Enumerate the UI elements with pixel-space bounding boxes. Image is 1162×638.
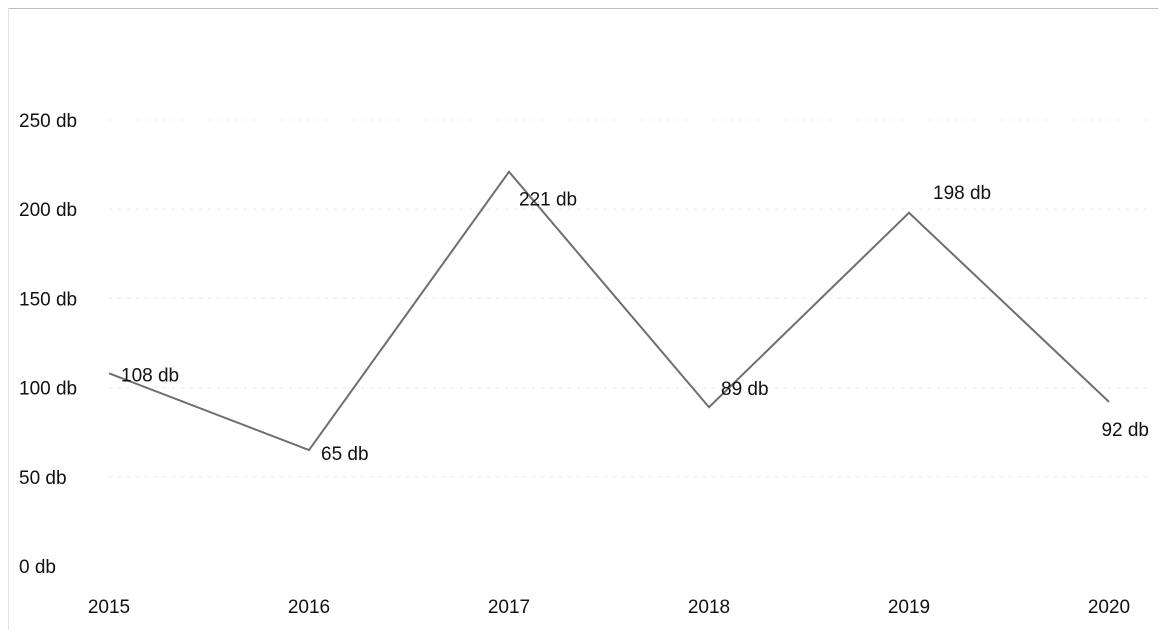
data-label: 221 db: [519, 190, 577, 211]
y-tick-label: 200 db: [19, 200, 77, 221]
series-line: [108, 170, 1110, 452]
x-tick-label: 2015: [88, 597, 130, 618]
x-tick-label: 2018: [688, 597, 730, 618]
series: [108, 170, 1110, 452]
y-tick-label: 100 db: [19, 379, 77, 400]
data-label: 65 db: [321, 444, 369, 465]
x-tick-label: 2016: [288, 597, 330, 618]
x-tick-label: 2017: [488, 597, 530, 618]
y-tick-label: 150 db: [19, 289, 77, 310]
data-labels: 108 db 65 db 221 db 89 db 198 db 92 db: [121, 183, 1149, 465]
data-label: 89 db: [721, 379, 769, 400]
x-axis: 2015 2016 2017 2018 2019 2020: [88, 597, 1130, 618]
y-tick-label: 50 db: [19, 468, 67, 489]
data-label: 198 db: [933, 183, 991, 204]
y-axis: 0 db 50 db 100 db 150 db 200 db 250 db: [19, 111, 77, 578]
y-tick-label: 0 db: [19, 557, 56, 578]
gridlines: [109, 119, 1149, 478]
x-tick-label: 2020: [1088, 597, 1130, 618]
data-label: 92 db: [1101, 420, 1149, 441]
chart-frame: 0 db 50 db 100 db 150 db 200 db 250 db 2015 20…: [8, 8, 1158, 630]
x-tick-label: 2019: [888, 597, 930, 618]
data-label: 108 db: [121, 365, 179, 386]
y-tick-label: 250 db: [19, 111, 77, 132]
